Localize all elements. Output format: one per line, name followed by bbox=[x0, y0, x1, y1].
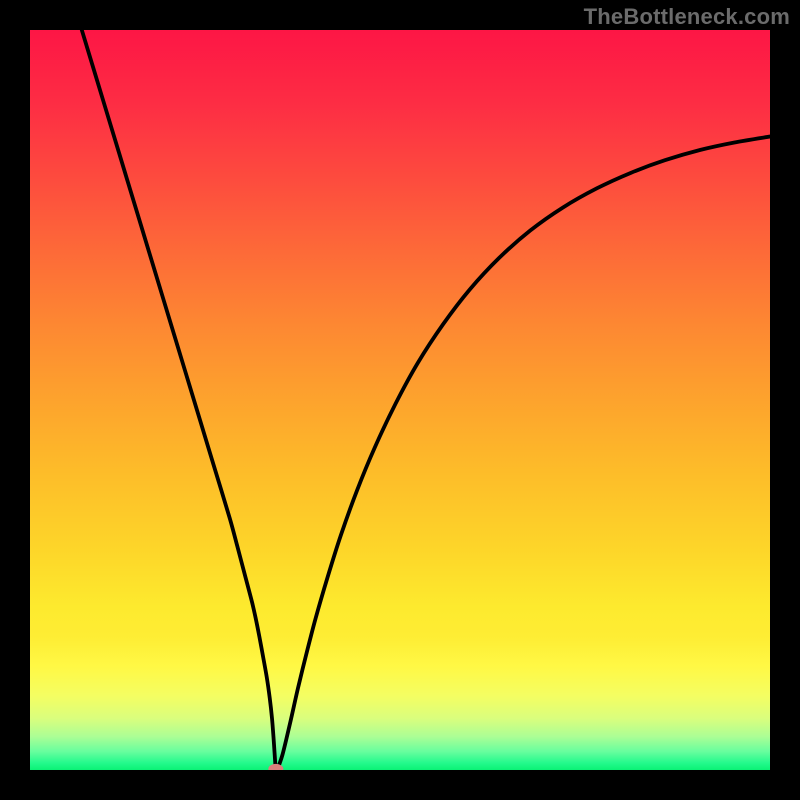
plot-area bbox=[30, 30, 770, 770]
chart-svg bbox=[30, 30, 770, 770]
chart-container: TheBottleneck.com bbox=[0, 0, 800, 800]
watermark-text: TheBottleneck.com bbox=[584, 4, 790, 30]
chart-background bbox=[30, 30, 770, 770]
